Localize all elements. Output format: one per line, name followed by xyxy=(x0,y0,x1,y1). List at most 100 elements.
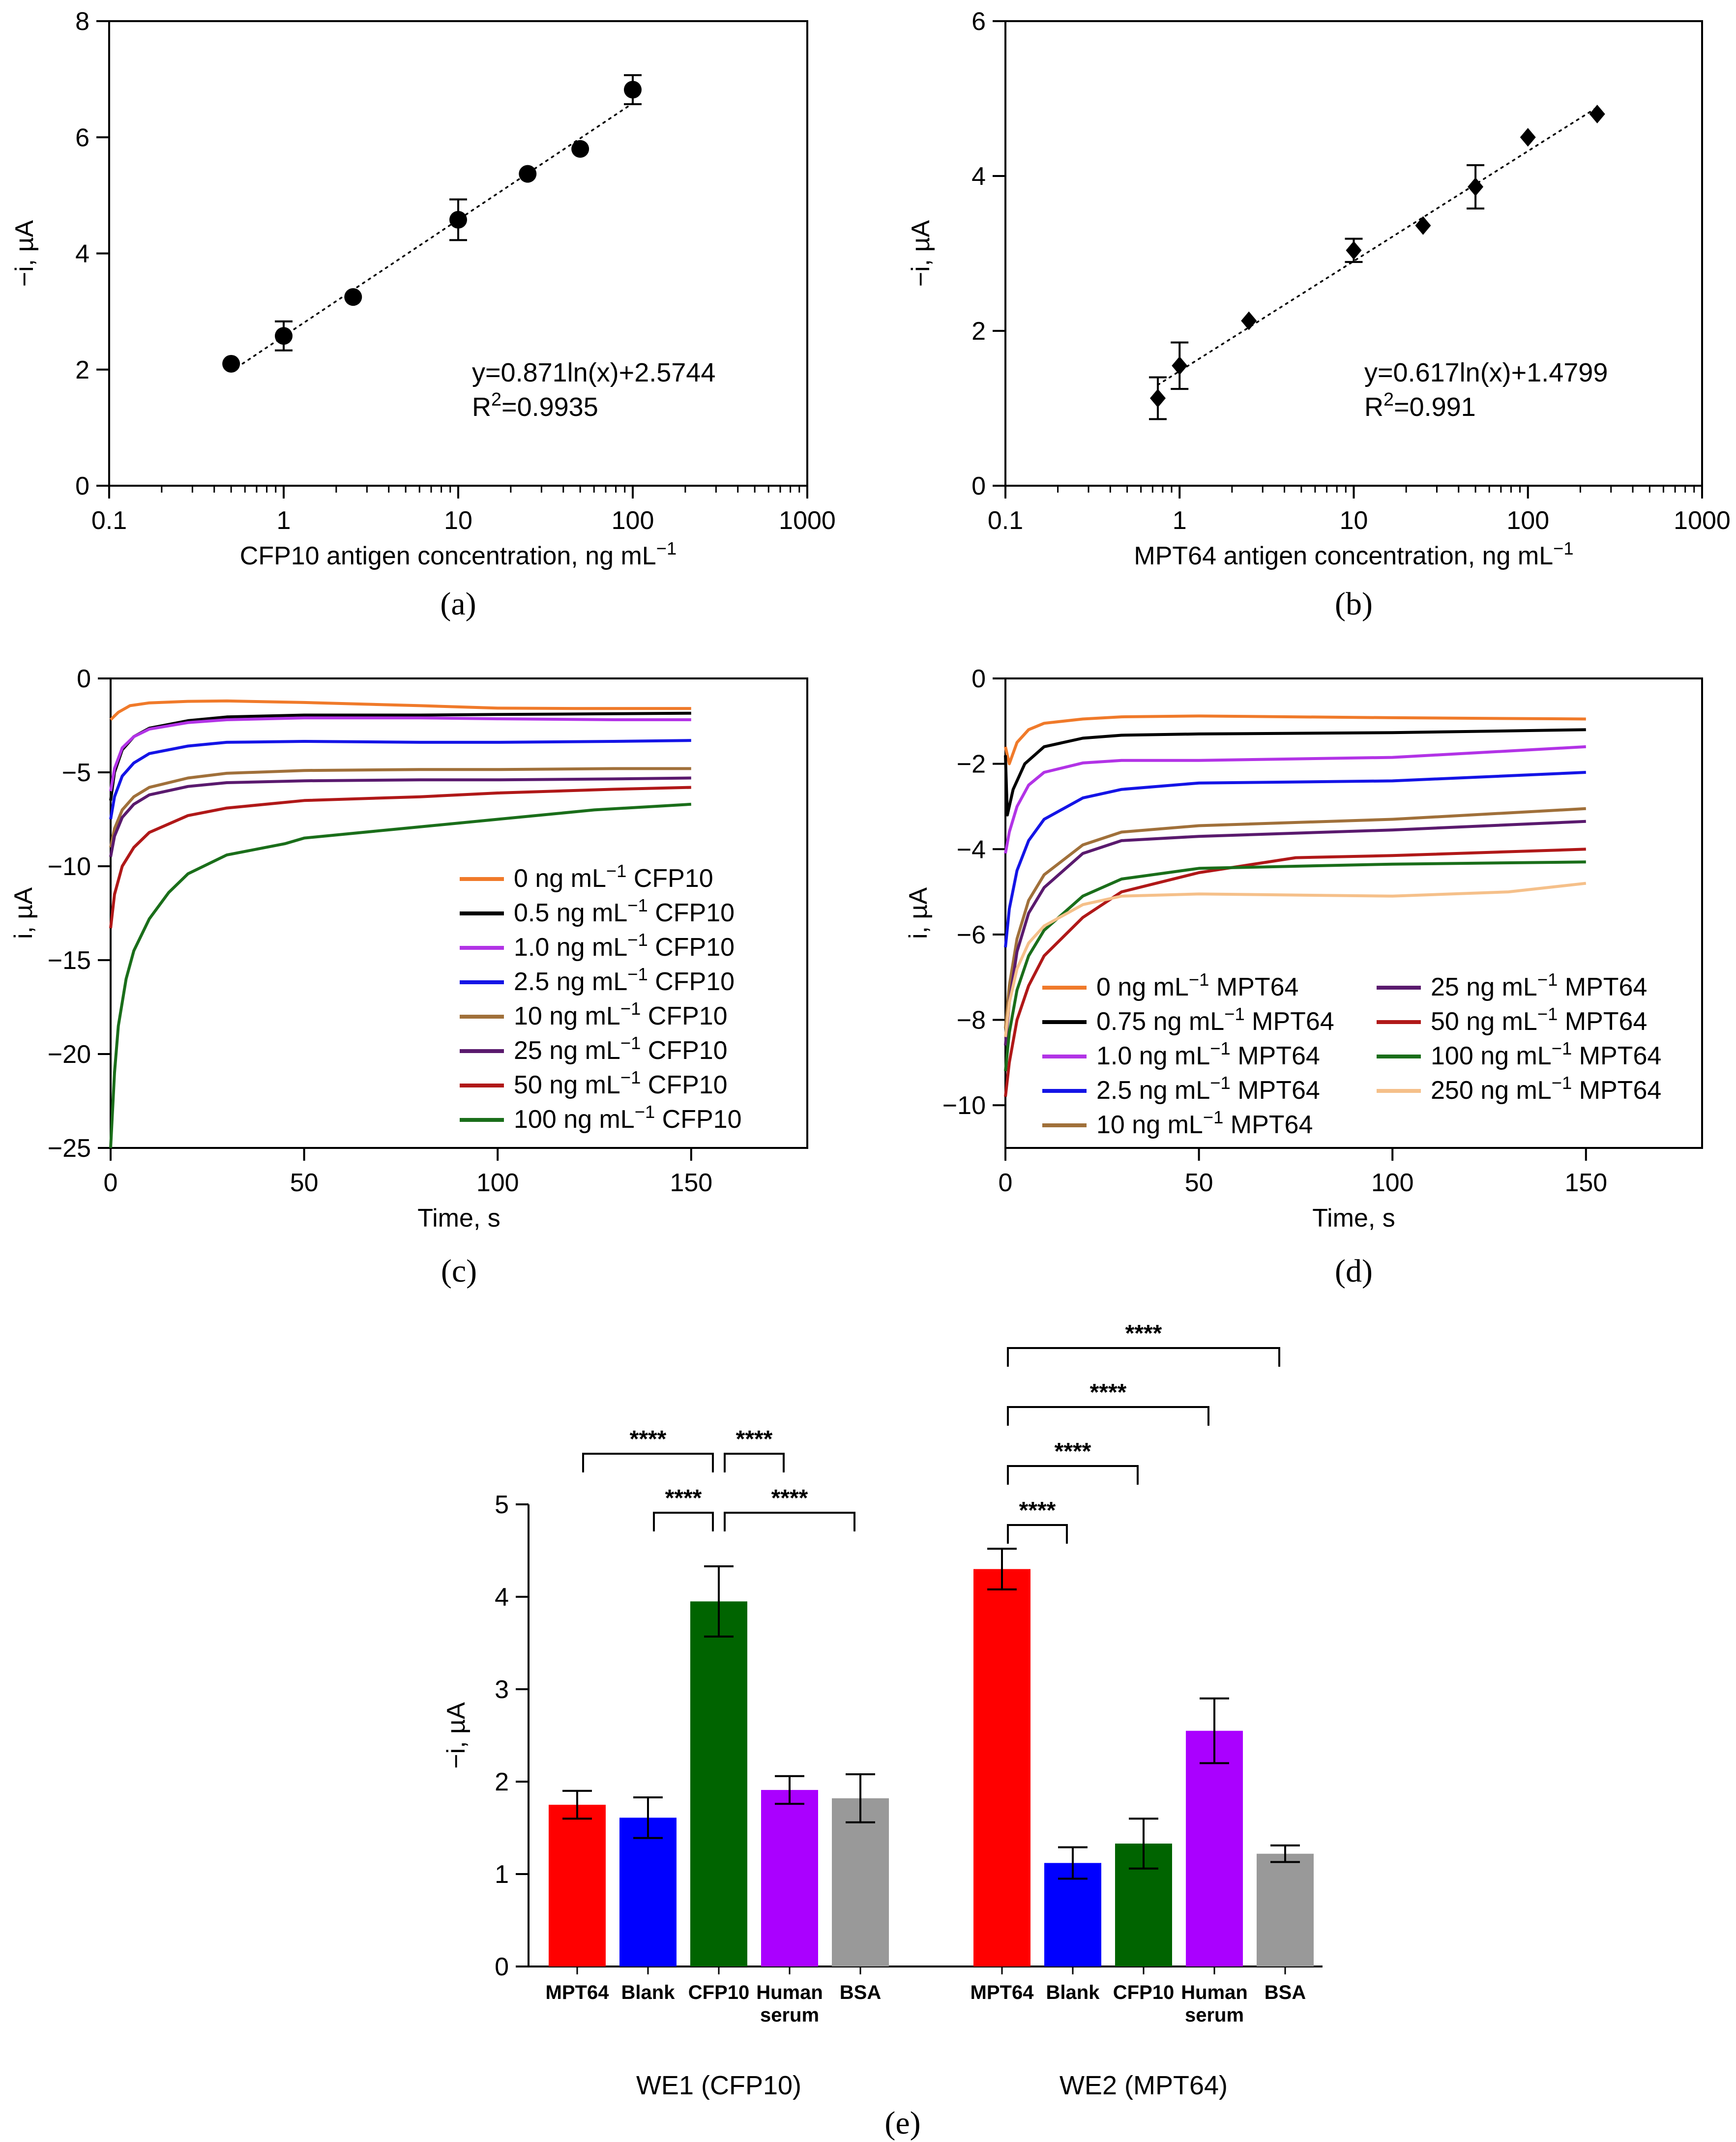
error-bar xyxy=(704,1565,734,1638)
legend-entry: 0.75 ng mL−1 MPT64 xyxy=(1096,1004,1334,1036)
legend-entry: 50 ng mL−1 CFP10 xyxy=(514,1067,728,1100)
x-tick-label: 100 xyxy=(1506,506,1549,535)
series-line xyxy=(1004,771,1586,948)
significance-bracket xyxy=(1007,1406,1209,1426)
legend-entry: 25 ng mL−1 CFP10 xyxy=(514,1033,728,1065)
y-tick-label: 1 xyxy=(495,1860,509,1889)
data-point xyxy=(1149,389,1166,408)
legend-entry: 25 ng mL−1 MPT64 xyxy=(1431,969,1647,1002)
series-line xyxy=(1004,807,1586,1029)
series-line xyxy=(1004,881,1587,1037)
error-bar xyxy=(1129,1818,1158,1870)
y-tick-label: 2 xyxy=(495,1768,509,1796)
fit-equation: y=0.617ln(x)+1.4799 xyxy=(1364,358,1608,387)
y-tick-label: −15 xyxy=(48,946,91,975)
series-line xyxy=(109,711,691,801)
x-tick-label: 1 xyxy=(277,506,291,535)
series-line xyxy=(109,699,691,721)
error-bar xyxy=(987,1548,1017,1590)
y-tick-label: 0 xyxy=(495,1953,509,1981)
x-axis-label: Time, s xyxy=(1312,1204,1395,1232)
fit-line xyxy=(230,102,634,372)
significance-bracket xyxy=(653,1512,714,1531)
significance-label: **** xyxy=(1055,1438,1091,1465)
bar xyxy=(1186,1731,1243,1966)
significance-label: **** xyxy=(665,1485,702,1511)
data-point xyxy=(1415,216,1431,235)
category-label: MPT64 xyxy=(971,1982,1034,2003)
significance-bracket xyxy=(1007,1347,1280,1367)
x-tick-label: 10 xyxy=(444,506,472,535)
significance-bracket xyxy=(724,1512,855,1531)
y-tick-label: −2 xyxy=(957,750,986,779)
error-bar xyxy=(633,1796,663,1839)
x-axis-label: MPT64 antigen concentration, ng mL−1 xyxy=(1134,538,1573,571)
error-bar xyxy=(775,1775,804,1805)
y-axis-label: −i, µA xyxy=(442,1702,471,1769)
bar xyxy=(761,1790,818,1966)
y-tick-label: −5 xyxy=(62,759,91,787)
panel-c: 0 50 100 150 0 −5 −10 −15 −20 −25 0 ng mL−1 CFP100… xyxy=(9,665,808,1289)
series-line xyxy=(1004,745,1586,854)
panel-label: (c) xyxy=(441,1253,477,1289)
bar xyxy=(973,1569,1030,1966)
panel-label: (a) xyxy=(440,586,476,622)
x-tick-label: 100 xyxy=(612,506,654,535)
significance-label: **** xyxy=(1090,1379,1127,1406)
r-squared: R2=0.991 xyxy=(1364,389,1476,422)
legend-entry: 250 ng mL−1 MPT64 xyxy=(1431,1073,1661,1105)
category-label: CFP10 xyxy=(688,1982,750,2003)
x-tick-label: 10 xyxy=(1340,506,1368,535)
group-label: WE1 (CFP10) xyxy=(636,2071,801,2100)
data-point xyxy=(344,288,362,306)
legend-entry: 2.5 ng mL−1 MPT64 xyxy=(1096,1073,1320,1105)
data-point xyxy=(1589,105,1605,123)
panel-label: (b) xyxy=(1335,586,1373,622)
x-tick-label: 0.1 xyxy=(988,506,1023,535)
x-axis-label: CFP10 antigen concentration, ng mL−1 xyxy=(240,538,677,571)
legend-entry: 10 ng mL−1 MPT64 xyxy=(1096,1107,1313,1140)
significance-label: **** xyxy=(1019,1497,1056,1524)
x-tick-label: 150 xyxy=(1564,1169,1607,1197)
y-tick-label: 0 xyxy=(971,472,986,500)
category-label: BSA xyxy=(840,1982,881,2003)
y-axis-label: i, µA xyxy=(9,887,38,939)
y-tick-label: 6 xyxy=(75,123,89,152)
x-tick-label: 1000 xyxy=(779,506,836,535)
category-label: CFP10 xyxy=(1113,1982,1175,2003)
x-tick-label: 100 xyxy=(1371,1169,1414,1197)
series-line xyxy=(109,739,691,820)
x-tick-label: 150 xyxy=(670,1169,712,1197)
group-label: WE2 (MPT64) xyxy=(1059,2071,1228,2100)
y-tick-label: 5 xyxy=(495,1491,509,1519)
significance-label: **** xyxy=(771,1485,808,1511)
legend-entry: 0 ng mL−1 MPT64 xyxy=(1096,969,1298,1002)
x-tick-label: 0 xyxy=(999,1169,1013,1197)
y-tick-label: −25 xyxy=(48,1134,91,1163)
y-tick-label: −6 xyxy=(957,921,986,949)
plot-frame xyxy=(108,20,808,487)
series-line xyxy=(1004,848,1586,1097)
fit-line xyxy=(1157,106,1598,386)
series-line xyxy=(109,802,691,1148)
data-point xyxy=(275,327,293,345)
series-line xyxy=(109,716,691,792)
fit-equation: y=0.871ln(x)+2.5744 xyxy=(472,358,715,387)
panel-a: 0.1 1 10 100 1000 0 2 4 6 8 y=0.871ln(x)+2.5744R2=… xyxy=(10,7,836,622)
data-point xyxy=(1172,356,1188,375)
bar xyxy=(1044,1863,1101,1966)
panel-label: (d) xyxy=(1335,1253,1373,1289)
y-tick-label: 2 xyxy=(75,356,89,384)
bar xyxy=(690,1601,747,1966)
category-label: serum xyxy=(1185,2004,1244,2026)
x-tick-label: 0 xyxy=(104,1169,118,1197)
y-tick-label: 4 xyxy=(495,1583,509,1612)
data-point xyxy=(1520,128,1536,147)
error-bar xyxy=(846,1773,875,1823)
x-tick-label: 50 xyxy=(290,1169,319,1197)
panel-b: 0.1 1 10 100 1000 0 2 4 6 y=0.617ln(x)+1.4799R2=0… xyxy=(907,7,1731,622)
series-line xyxy=(1004,820,1586,1046)
y-tick-label: 2 xyxy=(971,317,986,346)
bar xyxy=(1257,1853,1314,1966)
